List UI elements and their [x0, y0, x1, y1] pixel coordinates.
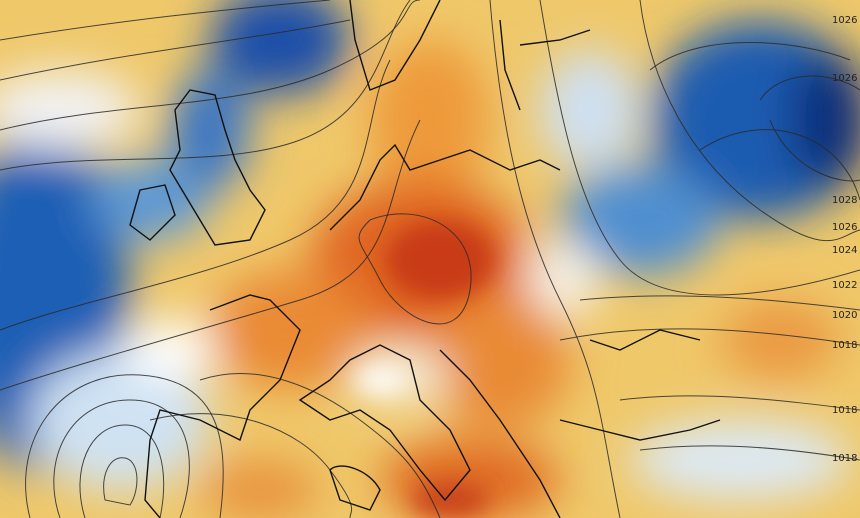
isobar-label: 1026 [832, 15, 857, 26]
isobar-label: 1026 [832, 73, 857, 84]
isobar-label: 1022 [832, 280, 857, 291]
isobar-label: 1018 [832, 453, 857, 464]
isobar-label: 1018 [832, 405, 857, 416]
isobar-label: 1020 [832, 310, 857, 321]
isobar-label: 1024 [832, 245, 857, 256]
coastlines [129, 0, 721, 518]
isobar-label: 1018 [832, 340, 857, 351]
isobar-labels: 1026 1026 1028 1026 1024 1022 1020 1018 1018 1018 [832, 15, 857, 464]
isobar-label: 1028 [832, 195, 857, 206]
isobar-label: 1026 [832, 222, 857, 233]
